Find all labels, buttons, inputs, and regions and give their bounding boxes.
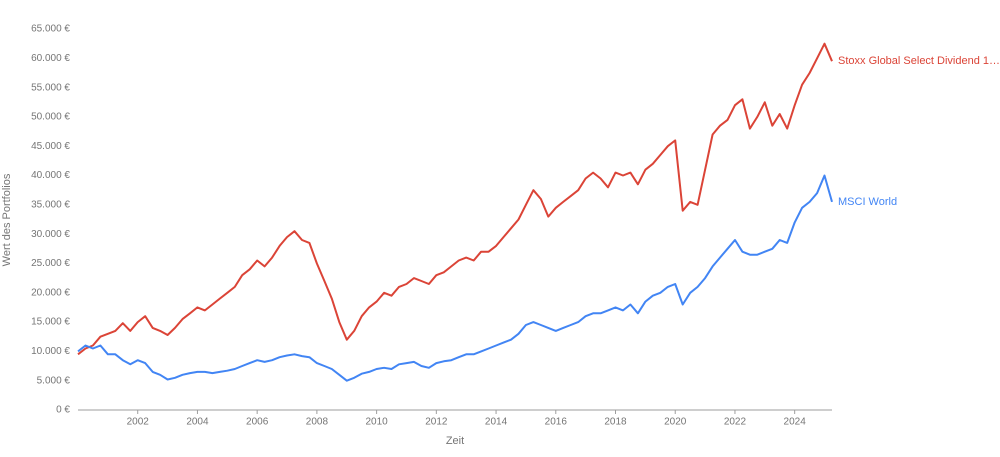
x-tick-label: 2004 [186, 417, 209, 428]
y-axis-title: Wert des Portfolios [1, 173, 13, 266]
y-tick-label: 60.000 € [31, 53, 70, 64]
x-tick-label: 2008 [306, 417, 329, 428]
series-label: MSCI World [838, 196, 897, 208]
x-tick-label: 2006 [246, 417, 269, 428]
x-tick-label: 2010 [365, 417, 388, 428]
y-tick-label: 55.000 € [31, 82, 70, 93]
series-line [77, 174, 833, 382]
y-tick-label: 5.000 € [37, 375, 71, 386]
y-tick-label: 35.000 € [31, 199, 70, 210]
x-tick-label: 2016 [545, 417, 568, 428]
series-label: Stoxx Global Select Dividend 1… [838, 55, 1000, 67]
x-tick-label: 2020 [664, 417, 687, 428]
x-axis-title: Zeit [446, 435, 464, 447]
x-tick-label: 2022 [724, 417, 747, 428]
x-tick-label: 2014 [485, 417, 508, 428]
x-tick-label: 2024 [784, 417, 807, 428]
y-tick-label: 50.000 € [31, 112, 70, 123]
y-tick-label: 45.000 € [31, 141, 70, 152]
y-tick-label: 30.000 € [31, 229, 70, 240]
x-tick-label: 2002 [127, 417, 150, 428]
y-tick-label: 15.000 € [31, 317, 70, 328]
y-tick-label: 40.000 € [31, 170, 70, 181]
y-tick-label: 65.000 € [31, 24, 70, 35]
y-tick-label: 25.000 € [31, 258, 70, 269]
series-line [77, 42, 833, 356]
x-tick-label: 2012 [425, 417, 448, 428]
y-tick-label: 0 € [56, 405, 70, 416]
y-tick-label: 20.000 € [31, 287, 70, 298]
y-tick-label: 10.000 € [31, 346, 70, 357]
x-tick-label: 2018 [604, 417, 627, 428]
